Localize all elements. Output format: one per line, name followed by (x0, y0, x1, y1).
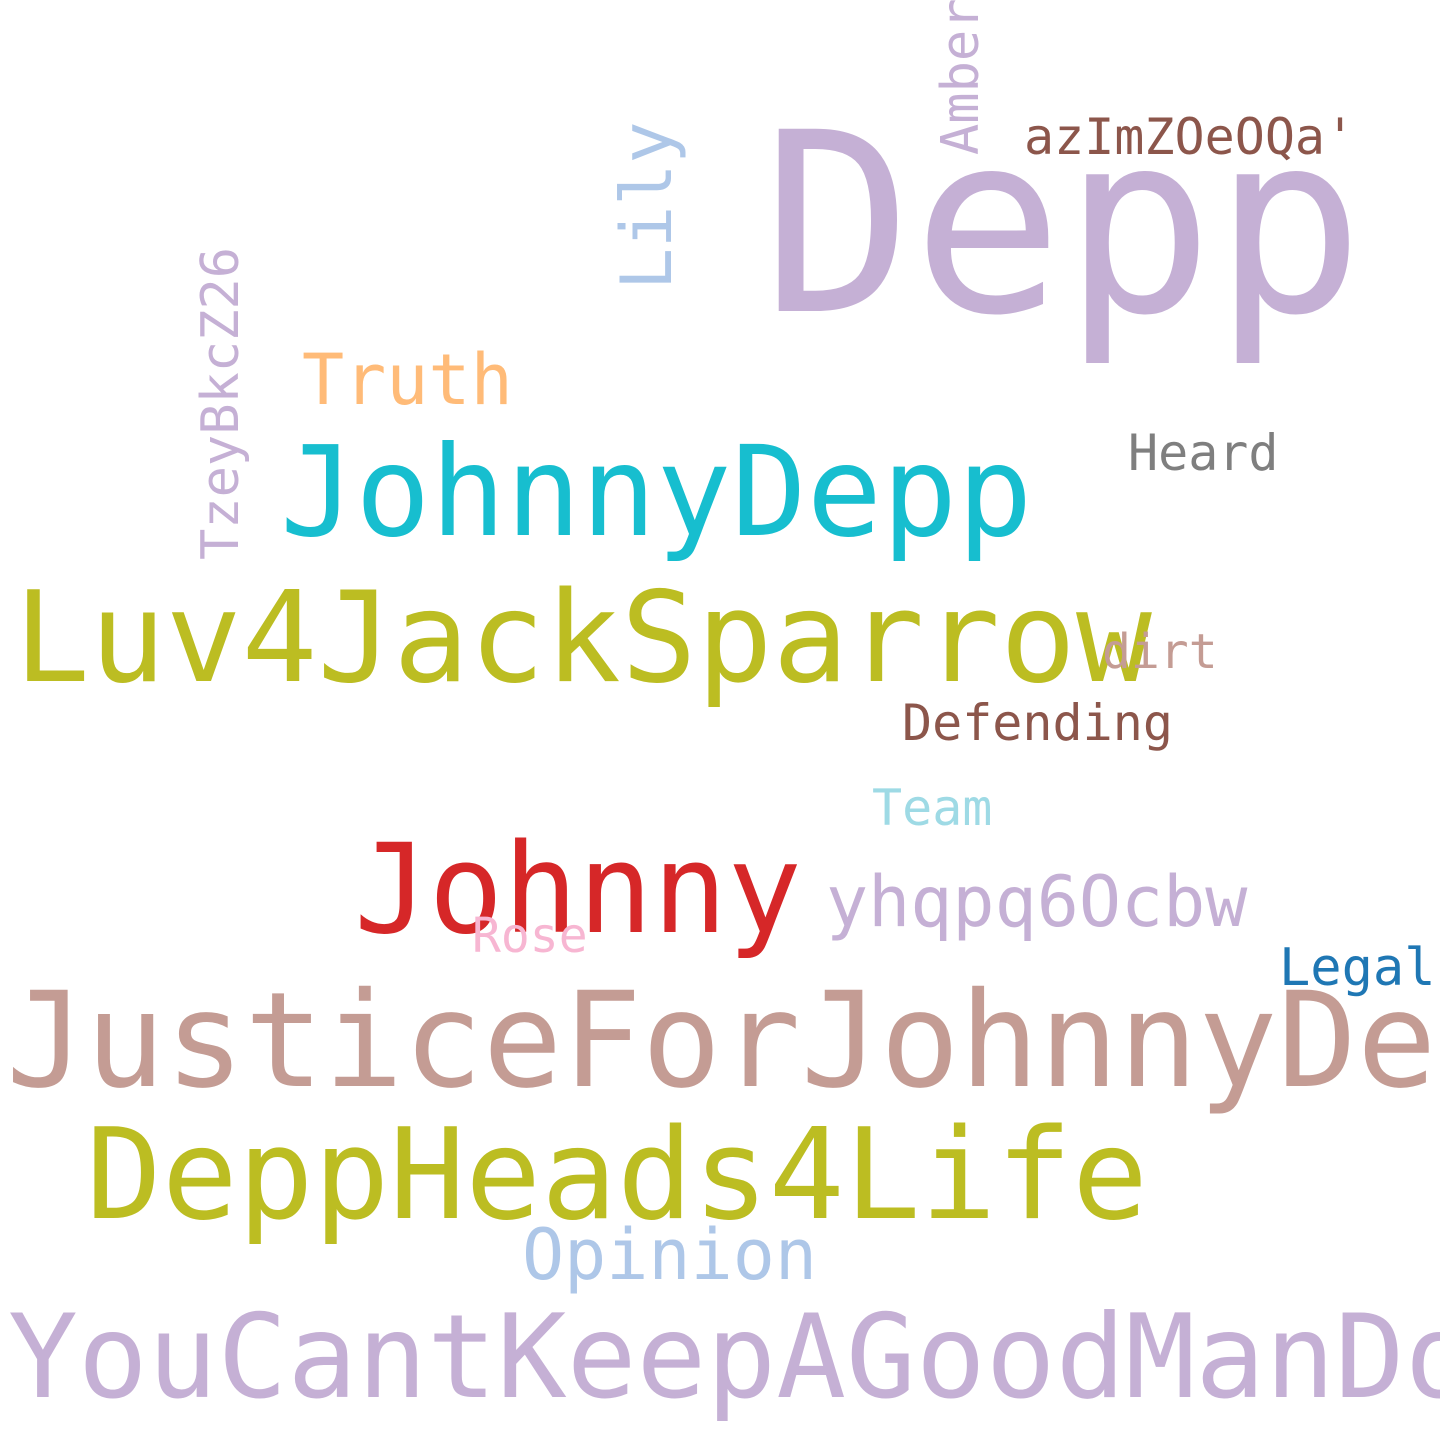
word-lily: Lily (606, 121, 688, 290)
word-legal: Legal (1279, 938, 1436, 998)
word-johnnydepp: JohnnyDepp (280, 420, 1033, 565)
word-amber: Amber (931, 0, 991, 155)
word-team: Team (872, 779, 993, 837)
word-youcantkeepagoodmandown: YouCantKeepAGoodManDown (8, 1290, 1440, 1425)
word-defending: Defending (902, 694, 1173, 752)
word-opinion: Opinion (522, 1214, 818, 1296)
word-depp: Depp (762, 79, 1365, 370)
word-johnny: Johnny (354, 818, 802, 962)
word-tzeybkcz26: TzeyBkcZ26 (191, 246, 251, 560)
word-justiceforjohnnydepp: JusticeForJohnnyDepp (6, 964, 1440, 1118)
word-truth: Truth (302, 339, 513, 421)
word-azimzoeoqa: azImZOeOQa' (1024, 108, 1356, 166)
word-luv4jacksparrow: Luv4JackSparrow (14, 564, 1152, 711)
word-rose: Rose (472, 908, 588, 964)
word-dirt: dirt (1102, 624, 1218, 680)
word-yhqpq6ocbw: yhqpq6Ocbw (826, 861, 1248, 943)
word-heard: Heard (1128, 424, 1279, 482)
word-deppheads4life: DeppHeads4Life (86, 1101, 1149, 1248)
